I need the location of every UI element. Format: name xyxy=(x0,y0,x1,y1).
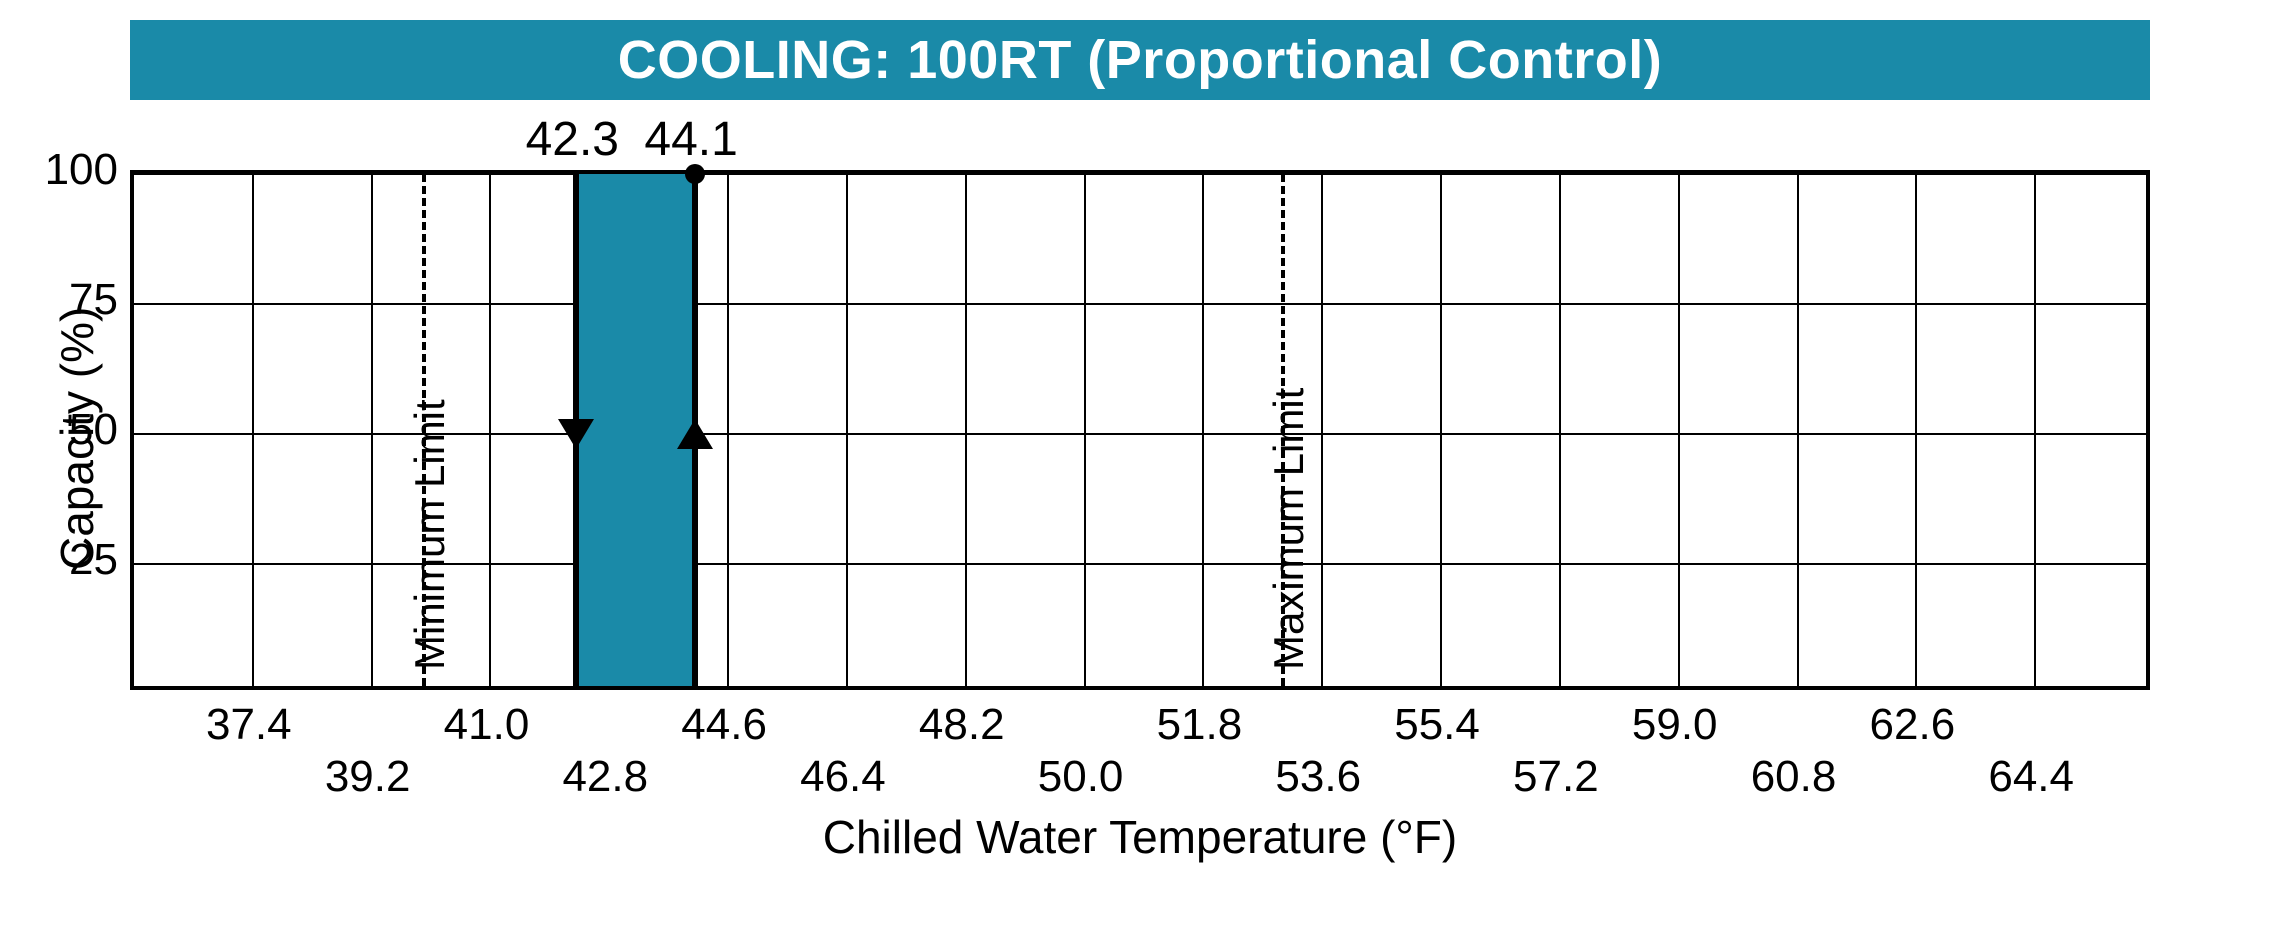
grid-vline xyxy=(1797,174,1799,686)
grid-vline xyxy=(727,174,729,686)
chart-title-bar: COOLING: 100RT (Proportional Control) xyxy=(130,20,2150,100)
grid-hline xyxy=(134,303,2146,305)
x-tick-label: 37.4 xyxy=(206,700,292,750)
marker-triangle-up-icon xyxy=(677,419,713,449)
x-tick-label: 60.8 xyxy=(1751,752,1837,802)
y-tick-label: 50 xyxy=(0,405,118,455)
grid-hline xyxy=(134,173,2146,175)
grid-vline xyxy=(371,174,373,686)
x-tick-label: 41.0 xyxy=(444,700,530,750)
chart-container: COOLING: 100RT (Proportional Control) Ca… xyxy=(0,0,2285,941)
x-tick-label: 55.4 xyxy=(1394,700,1480,750)
y-tick-label: 100 xyxy=(0,145,118,195)
band-label-x2: 44.1 xyxy=(644,112,737,167)
marker-dot-icon xyxy=(685,164,705,184)
x-tick-label: 64.4 xyxy=(1988,752,2074,802)
x-tick-label: 51.8 xyxy=(1157,700,1243,750)
grid-vline xyxy=(1678,174,1680,686)
grid-vline xyxy=(1321,174,1323,686)
grid-vline xyxy=(2034,174,2036,686)
x-tick-label: 39.2 xyxy=(325,752,411,802)
grid-vline xyxy=(1440,174,1442,686)
minimum-limit-label: Minimum Limit xyxy=(406,399,454,670)
x-tick-label: 57.2 xyxy=(1513,752,1599,802)
grid-vline xyxy=(252,174,254,686)
grid-vline xyxy=(1559,174,1561,686)
x-tick-label: 48.2 xyxy=(919,700,1005,750)
maximum-limit-label: Maximum Limit xyxy=(1265,388,1313,670)
x-tick-label: 42.8 xyxy=(562,752,648,802)
grid-vline xyxy=(489,174,491,686)
y-tick-label: 25 xyxy=(0,535,118,585)
x-tick-label: 46.4 xyxy=(800,752,886,802)
x-tick-label: 59.0 xyxy=(1632,700,1718,750)
band-label-x1: 42.3 xyxy=(526,112,619,167)
grid-vline xyxy=(846,174,848,686)
x-axis-label-text: Chilled Water Temperature (°F) xyxy=(823,811,1457,863)
grid-vline xyxy=(1202,174,1204,686)
marker-triangle-down-icon xyxy=(558,419,594,449)
grid-vline xyxy=(965,174,967,686)
grid-vline xyxy=(1915,174,1917,686)
x-axis-label: Chilled Water Temperature (°F) xyxy=(130,810,2150,864)
y-tick-label: 75 xyxy=(0,275,118,325)
x-tick-label: 44.6 xyxy=(681,700,767,750)
x-tick-label: 53.6 xyxy=(1275,752,1361,802)
grid-vline xyxy=(1084,174,1086,686)
chart-title-text: COOLING: 100RT (Proportional Control) xyxy=(618,29,1662,91)
x-tick-label: 50.0 xyxy=(1038,752,1124,802)
x-tick-label: 62.6 xyxy=(1870,700,1956,750)
